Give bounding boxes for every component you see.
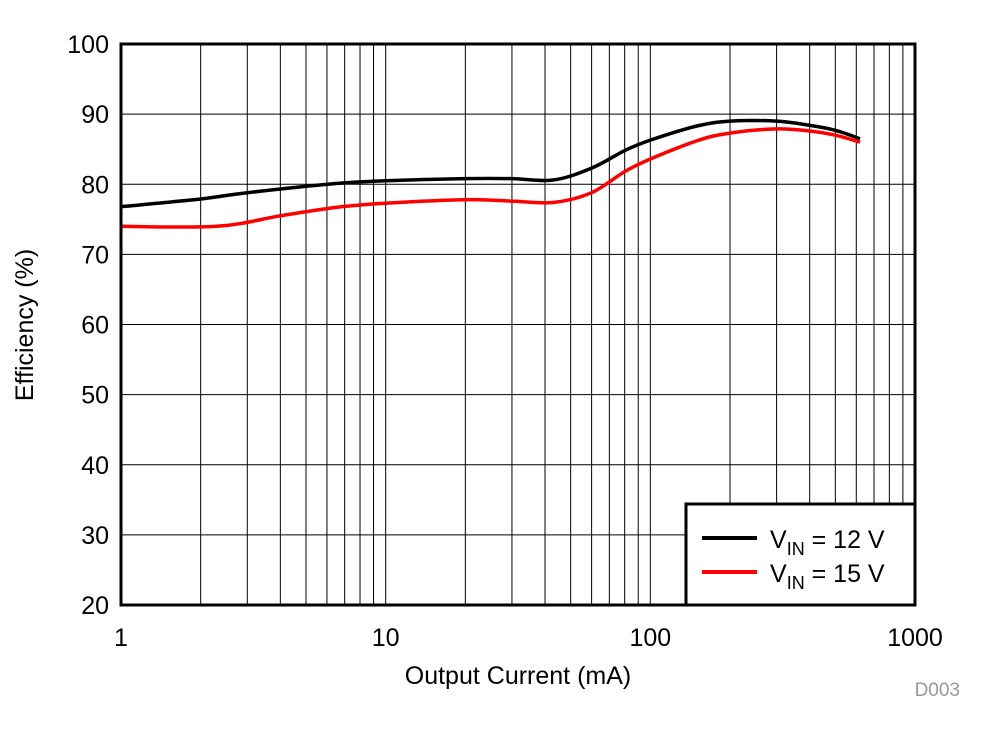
y-tick-label: 70 xyxy=(81,241,109,269)
y-tick-label: 80 xyxy=(81,171,109,199)
y-tick-label: 50 xyxy=(81,382,109,410)
series-line xyxy=(120,127,861,229)
y-tick-label: 20 xyxy=(81,592,109,620)
x-tick-label: 1 xyxy=(114,624,128,652)
y-tick-labels: 20 30 40 50 60 70 80 90 100 xyxy=(67,31,109,620)
x-tick-label: 100 xyxy=(629,624,671,652)
y-tick-label: 60 xyxy=(81,312,109,340)
x-tick-label: 10 xyxy=(372,624,400,652)
y-tick-label: 90 xyxy=(81,101,109,129)
figure-code: D003 xyxy=(915,680,960,701)
y-axis-label: Efficiency (%) xyxy=(11,249,39,401)
series-line xyxy=(120,118,861,209)
y-tick-label: 40 xyxy=(81,452,109,480)
x-tick-labels: 1 10 100 1000 xyxy=(114,624,943,652)
y-tick-label: 100 xyxy=(67,31,109,59)
legend-label: VIN = 15 V xyxy=(770,560,885,593)
x-tick-label: 1000 xyxy=(887,624,943,652)
y-tick-label: 30 xyxy=(81,522,109,550)
plot-frame xyxy=(119,42,917,607)
legend-label: VIN = 12 V xyxy=(770,526,885,559)
data-series xyxy=(120,118,861,229)
x-axis-label: Output Current (mA) xyxy=(405,662,631,690)
